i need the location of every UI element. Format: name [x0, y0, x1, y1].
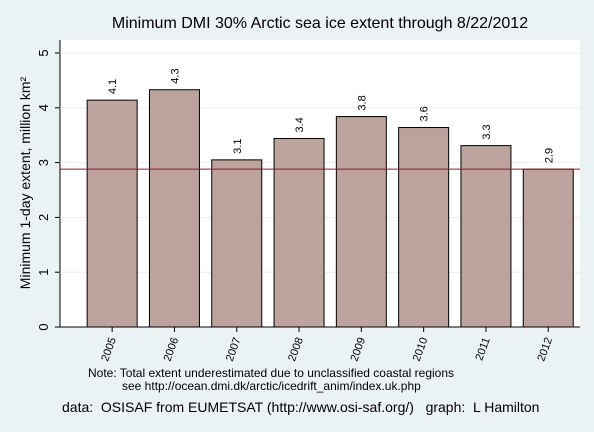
bar — [273, 137, 325, 328]
value-label: 3.3 — [481, 124, 493, 139]
source: data: OSISAF from EUMETSAT (http://www.o… — [62, 399, 539, 415]
bar — [86, 99, 138, 328]
note: Note: Total extent underestimated due to… — [88, 366, 454, 380]
y-axis-label: Minimum 1-day extent, million km² — [17, 76, 33, 289]
note: see http://ocean.dmi.dk/arctic/icedrift_… — [122, 379, 421, 393]
bar — [522, 168, 574, 328]
value-label: 2.9 — [543, 148, 555, 163]
bar — [335, 116, 387, 328]
y-tick-label: 0 — [36, 323, 51, 330]
value-label: 4.1 — [107, 79, 119, 94]
value-label: 3.6 — [419, 106, 431, 121]
value-label: 3.8 — [356, 95, 368, 110]
value-label: 3.4 — [294, 117, 306, 132]
bar — [460, 145, 512, 328]
bar — [398, 127, 450, 328]
y-tick-label: 5 — [36, 49, 51, 56]
y-tick-label: 3 — [36, 159, 51, 166]
value-label: 4.3 — [169, 68, 181, 83]
bar — [148, 89, 200, 328]
bar — [211, 159, 263, 328]
y-tick-label: 1 — [36, 269, 51, 276]
chart-title: Minimum DMI 30% Arctic sea ice extent th… — [112, 15, 528, 32]
value-label: 3.1 — [232, 139, 244, 154]
y-tick-label: 4 — [36, 104, 51, 111]
y-tick-label: 2 — [36, 214, 51, 221]
